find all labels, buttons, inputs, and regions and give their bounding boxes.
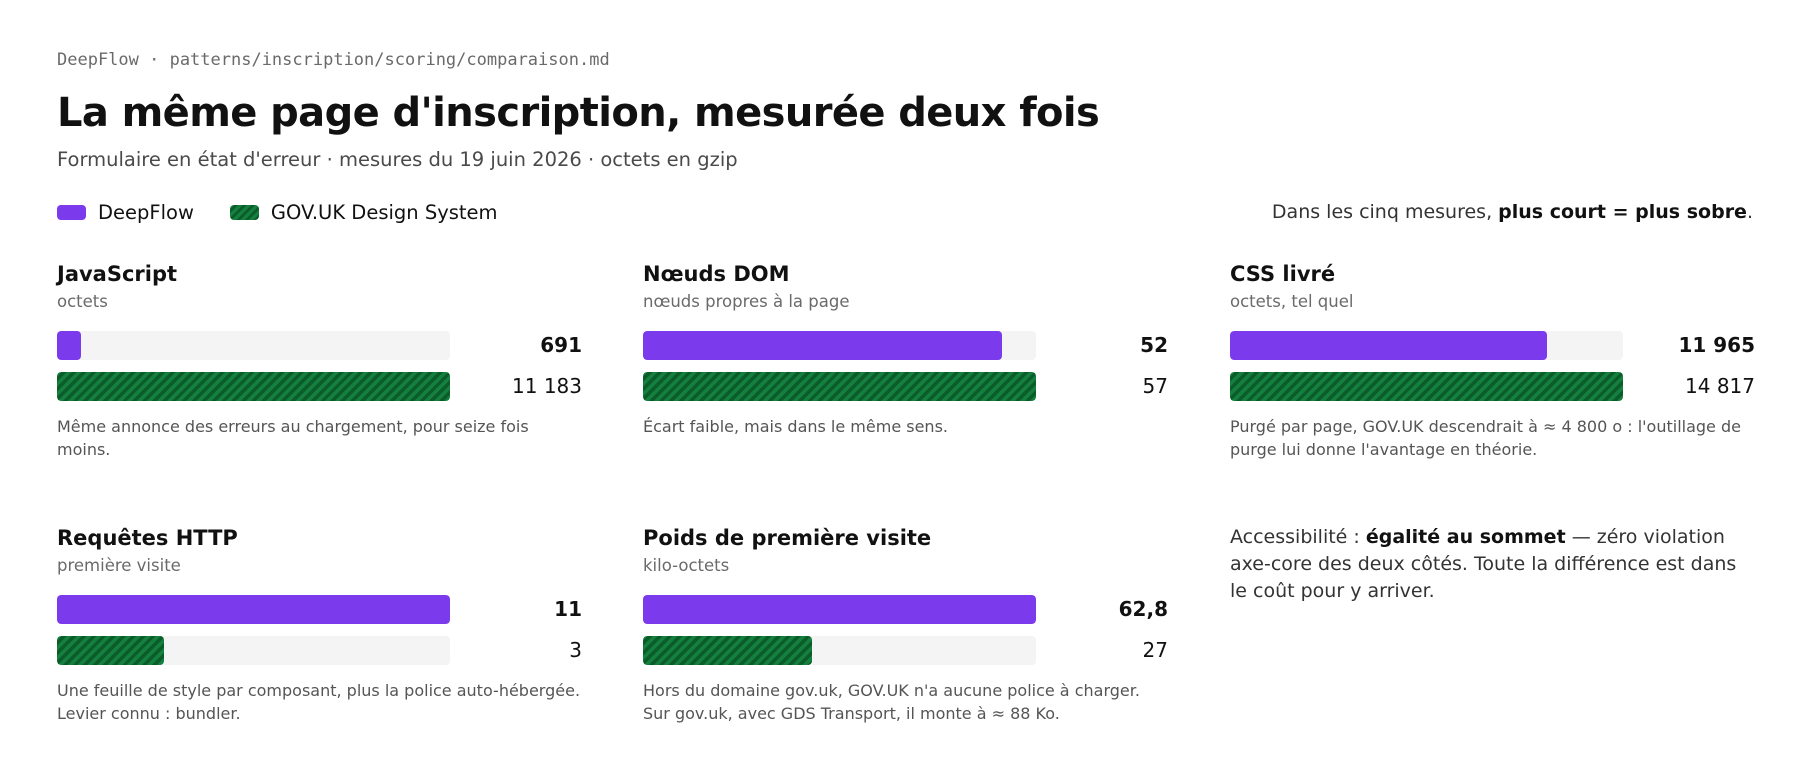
legend-item-deepflow: DeepFlow	[57, 201, 194, 224]
bar-track	[57, 595, 450, 624]
bar-govuk	[643, 372, 1036, 401]
bar-govuk	[1230, 372, 1623, 401]
bar-row-deepflow: 11	[57, 595, 582, 624]
bar-row-deepflow: 52	[643, 331, 1168, 360]
bar-value-label: 27	[1142, 638, 1168, 662]
chart-unit-label: première visite	[57, 556, 181, 575]
bar-track	[57, 331, 450, 360]
bar-value-label: 57	[1142, 374, 1168, 398]
bar-deepflow	[643, 331, 1002, 360]
bar-value-label: 3	[569, 638, 582, 662]
chart-note: Hors du domaine gov.uk, GOV.UK n'a aucun…	[643, 681, 1140, 723]
bar-row-govuk: 27	[643, 636, 1168, 665]
bar-track	[57, 636, 450, 665]
comparison-page: DeepFlow · patterns/inscription/scoring/…	[57, 0, 1755, 764]
bar-track	[643, 372, 1036, 401]
breadcrumb: DeepFlow · patterns/inscription/scoring/…	[57, 50, 610, 70]
bar-govuk	[643, 636, 812, 665]
legend-item-govuk: GOV.UK Design System	[229, 201, 498, 224]
bar-row-govuk: 3	[57, 636, 582, 665]
chart-title: JavaScript	[57, 262, 178, 286]
bar-deepflow	[57, 331, 81, 360]
chart-panel-requetes-http: Requêtes HTTP première visite 11 3 Une feuil…	[57, 524, 582, 725]
page-title: La même page d'inscription, mesurée deux…	[57, 90, 1100, 136]
bar-track	[57, 372, 450, 401]
chart-unit-label: kilo-octets	[643, 556, 730, 575]
bar-value-label: 11	[554, 597, 582, 621]
bar-deepflow	[57, 595, 450, 624]
chart-unit-label: nœuds propres à la page	[643, 292, 850, 311]
chart-note: Écart faible, mais dans le même sens.	[643, 417, 948, 436]
page-subtitle: Formulaire en état d'erreur · mesures du…	[57, 148, 738, 171]
bar-row-deepflow: 62,8	[643, 595, 1168, 624]
bar-track	[1230, 372, 1623, 401]
legend-swatch-deepflow	[57, 205, 86, 220]
chart-unit-label: octets, tel quel	[1230, 292, 1354, 311]
bar-govuk	[57, 636, 164, 665]
bar-row-govuk: 57	[643, 372, 1168, 401]
bar-value-label: 11 965	[1678, 333, 1755, 357]
chart-title: Poids de première visite	[643, 526, 932, 550]
bar-deepflow	[1230, 331, 1547, 360]
legend-label-deepflow: DeepFlow	[98, 201, 194, 224]
bar-deepflow	[643, 595, 1036, 624]
chart-panel-poids-de-premiere-visite: Poids de première visite kilo-octets 62,8 2…	[643, 524, 1168, 725]
bar-value-label: 14 817	[1685, 374, 1755, 398]
legend-label-govuk: GOV.UK Design System	[270, 201, 498, 224]
chart-panel-noeuds-dom: Nœuds DOM nœuds propres à la page 52 57 Écar…	[643, 260, 1168, 438]
bar-track	[1230, 331, 1623, 360]
accessibility-bold: égalité au sommet	[1365, 526, 1566, 548]
chart-legend: DeepFlow GOV.UK Design System	[57, 201, 534, 224]
legend-note-bold: plus court = plus sobre	[1498, 201, 1747, 223]
legend-swatch-govuk	[229, 205, 259, 220]
accessibility-note: Accessibilité : égalité au sommet — zéro…	[1230, 524, 1753, 605]
bar-value-label: 11 183	[512, 374, 582, 398]
bar-track	[643, 331, 1036, 360]
chart-panel-css-livre: CSS livré octets, tel quel 11 965 14 817 Pur…	[1230, 260, 1755, 461]
accessibility-suffix: — zéro violation axe-core des deux côtés…	[1230, 526, 1737, 602]
chart-title: Requêtes HTTP	[57, 526, 238, 550]
bar-value-label: 52	[1140, 333, 1168, 357]
bar-row-deepflow: 691	[57, 331, 582, 360]
chart-unit-label: octets	[57, 292, 108, 311]
bar-value-label: 62,8	[1118, 597, 1168, 621]
chart-note: Purgé par page, GOV.UK descendrait à ≈ 4…	[1230, 417, 1741, 459]
chart-note: Une feuille de style par composant, plus…	[57, 681, 581, 723]
bar-track	[643, 595, 1036, 624]
legend-note-suffix: .	[1746, 201, 1753, 223]
legend-note-prefix: Dans les cinq mesures,	[1271, 201, 1499, 223]
chart-note: Même annonce des erreurs au chargement, …	[57, 417, 529, 459]
bar-row-govuk: 11 183	[57, 372, 582, 401]
legend-note: Dans les cinq mesures, plus court = plus…	[1272, 201, 1753, 223]
chart-panel-javascript: JavaScript octets 691 11 183 Même annonce de…	[57, 260, 582, 461]
bar-govuk	[57, 372, 450, 401]
bar-value-label: 691	[540, 333, 582, 357]
bar-row-govuk: 14 817	[1230, 372, 1755, 401]
accessibility-prefix: Accessibilité :	[1230, 526, 1366, 548]
bar-row-deepflow: 11 965	[1230, 331, 1755, 360]
chart-title: CSS livré	[1230, 262, 1336, 286]
chart-title: Nœuds DOM	[643, 262, 790, 286]
bar-track	[643, 636, 1036, 665]
